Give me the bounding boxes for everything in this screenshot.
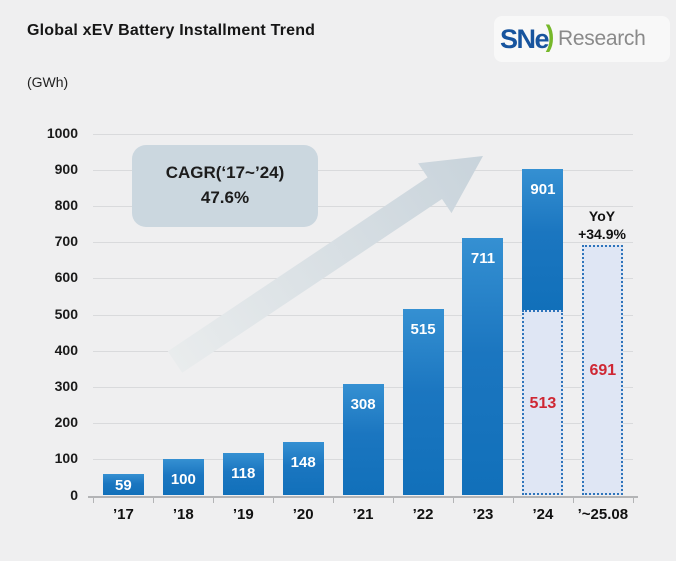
x-axis-label: ’23: [472, 506, 494, 523]
bar-value-label: 308: [350, 396, 376, 413]
bar-value-label: 148: [290, 453, 316, 471]
bar-projected: [582, 245, 624, 496]
gridline: [93, 350, 633, 352]
y-axis-label: 800: [54, 196, 78, 213]
cagr-value: 47.6%: [200, 188, 250, 207]
bar: [522, 169, 564, 310]
x-axis-label: ’19: [232, 506, 254, 523]
x-axis-label: ’17: [112, 506, 134, 523]
y-axis-label: 700: [54, 233, 78, 250]
axis-tick: [452, 497, 454, 503]
y-axis-label: 1000: [46, 124, 78, 141]
overlay-value-label: 513: [529, 394, 557, 412]
gridline: [93, 205, 633, 207]
gridline: [93, 133, 633, 135]
x-axis-label: ’21: [352, 506, 374, 523]
bar-value-label: 59: [115, 477, 132, 495]
bar: [222, 452, 264, 496]
axis-tick: [273, 497, 275, 503]
y-axis-label: 100: [54, 450, 78, 467]
bar-value-label: 100: [170, 471, 196, 489]
axis-tick: [393, 497, 395, 503]
x-axis-label: ’~25.08: [577, 506, 629, 523]
yoy-annotation: YoY +34.9%: [556, 207, 648, 243]
chart-title: Global xEV Battery Installment Trend: [27, 22, 316, 39]
bar: [402, 309, 444, 496]
bar-value-label: 118: [231, 464, 256, 482]
cagr-label: CAGR(‘17~’24): [165, 163, 285, 183]
y-axis-label: 500: [54, 305, 78, 322]
y-axis-label: 300: [54, 377, 78, 394]
y-axis-label: 600: [54, 269, 78, 286]
logo-research-text: Research: [558, 27, 646, 50]
bar: [282, 441, 324, 496]
y-axis-label: 200: [54, 414, 78, 431]
y-axis-unit-label: (GWh): [27, 74, 69, 90]
bar: [342, 384, 384, 496]
yoy-value: +34.9%: [578, 226, 626, 243]
bar: [462, 238, 504, 496]
sne-research-logo: SNe ) Research: [494, 16, 670, 62]
cagr-annotation: CAGR(‘17~’24) 47.6%: [132, 145, 318, 227]
bar-overlay: [522, 309, 564, 496]
axis-tick: [632, 497, 634, 503]
bar: [102, 474, 144, 496]
x-axis-label: ’24: [532, 506, 554, 523]
axis-tick: [213, 497, 215, 503]
x-axis-label: ’18: [172, 506, 194, 523]
x-axis-label: ’20: [292, 506, 314, 523]
bar: [162, 459, 204, 496]
axis-tick: [333, 497, 335, 503]
x-axis-label: ’22: [412, 506, 434, 523]
axis-tick: [572, 497, 574, 503]
axis-tick: [93, 497, 95, 503]
axis-tick: [512, 497, 514, 503]
y-axis-label: 0: [70, 486, 78, 503]
yoy-label: YoY: [588, 208, 616, 224]
gridline: [93, 169, 633, 171]
axis-tick: [153, 497, 155, 503]
gridline: [93, 278, 633, 280]
x-axis-line: [88, 495, 638, 498]
bar-value-label: 711: [470, 250, 496, 268]
bar-value-label: 901: [530, 181, 556, 199]
bar-value-label: 515: [410, 321, 436, 339]
y-axis-label: 400: [54, 341, 78, 358]
logo-sne-text: SNe: [500, 23, 550, 54]
logo-swoosh-icon: ): [545, 20, 555, 53]
y-axis-label: 900: [54, 160, 78, 177]
projected-value-label: 691: [589, 362, 617, 380]
gridline: [93, 314, 633, 316]
